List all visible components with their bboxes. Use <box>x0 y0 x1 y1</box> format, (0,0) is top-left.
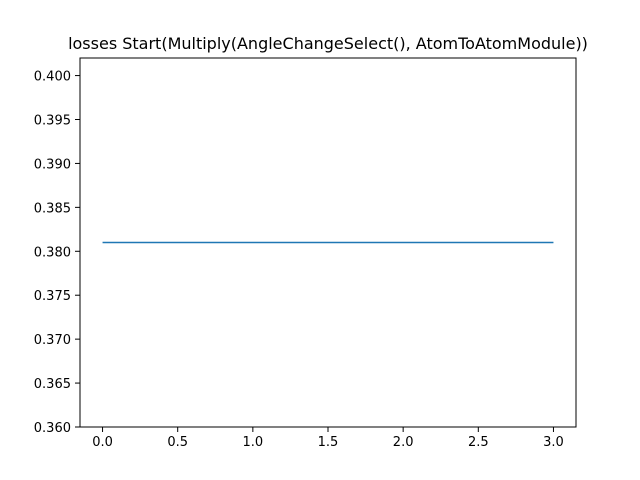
x-tick-label: 1.0 <box>243 435 264 450</box>
x-tick-label: 2.0 <box>393 435 414 450</box>
y-tick-label: 0.380 <box>34 245 71 260</box>
y-tick-label: 0.375 <box>34 289 71 304</box>
y-tick-label: 0.365 <box>34 377 71 392</box>
x-tick-label: 2.5 <box>468 435 489 450</box>
x-tick-label: 1.5 <box>318 435 339 450</box>
x-tick-label: 0.0 <box>92 435 113 450</box>
y-tick-label: 0.390 <box>34 157 71 172</box>
y-tick-label: 0.360 <box>34 421 71 436</box>
axes-frame <box>79 57 577 428</box>
y-axis: 0.360 0.365 0.370 0.375 0.380 0.385 0.390 0.395… <box>34 70 80 436</box>
y-tick-label: 0.370 <box>34 333 71 348</box>
x-tick-label: 3.0 <box>543 435 564 450</box>
x-axis: 0.0 0.5 1.0 1.5 2.0 2.5 3.0 <box>92 427 564 450</box>
chart-title: losses Start(Multiply(AngleChangeSelect(… <box>68 34 588 53</box>
y-tick-label: 0.400 <box>34 70 71 85</box>
x-tick-label: 0.5 <box>167 435 188 450</box>
y-tick-label: 0.385 <box>34 201 71 216</box>
y-tick-label: 0.395 <box>34 114 71 129</box>
